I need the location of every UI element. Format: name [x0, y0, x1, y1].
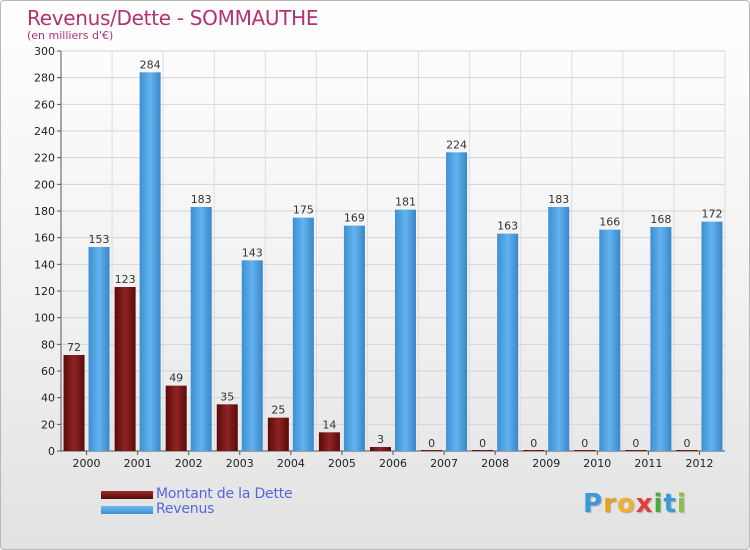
data-label-revenue: 183 — [548, 193, 569, 206]
data-label-revenue: 284 — [140, 58, 161, 71]
x-tick-label: 2010 — [583, 457, 611, 470]
x-tick-label: 2004 — [277, 457, 305, 470]
data-label-revenue: 143 — [242, 246, 263, 259]
data-label-debt: 123 — [115, 273, 136, 286]
bar-debt — [472, 450, 494, 451]
x-tick-label: 2009 — [532, 457, 560, 470]
data-label-debt: 49 — [169, 372, 183, 385]
y-tick-label: 300 — [34, 45, 55, 58]
y-tick-label: 260 — [34, 98, 55, 111]
data-label-debt: 25 — [271, 404, 285, 417]
x-tick-label: 2006 — [379, 457, 407, 470]
data-label-debt: 0 — [683, 437, 690, 450]
bar-debt — [114, 287, 136, 451]
data-label-revenue: 163 — [497, 220, 518, 233]
bar-debt — [574, 450, 596, 451]
logo-letter: x — [635, 489, 654, 519]
data-label-debt: 14 — [322, 418, 336, 431]
y-tick-label: 120 — [34, 285, 55, 298]
data-label-debt: 0 — [479, 437, 486, 450]
proxiti-logo: Proxiti — [583, 489, 687, 519]
bar-revenue — [343, 225, 365, 451]
bar-debt — [370, 447, 391, 451]
x-tick-label: 2012 — [685, 457, 713, 470]
bar-revenue — [548, 207, 570, 451]
bar-revenue — [241, 260, 263, 451]
bar-debt — [63, 355, 85, 451]
data-label-debt: 0 — [428, 437, 435, 450]
bar-revenue — [88, 247, 110, 451]
data-label-revenue: 175 — [293, 204, 314, 217]
data-label-debt: 0 — [530, 437, 537, 450]
legend-swatch-revenue — [101, 506, 153, 514]
bar-debt — [421, 450, 443, 451]
data-label-revenue: 183 — [191, 193, 212, 206]
y-tick-label: 140 — [34, 258, 55, 271]
data-label-revenue: 172 — [701, 208, 722, 221]
legend-label-revenue: Revenus — [156, 501, 215, 517]
data-label-revenue: 181 — [395, 196, 416, 209]
bar-revenue — [599, 229, 621, 451]
x-tick-label: 2001 — [124, 457, 152, 470]
bars — [63, 72, 723, 452]
bar-debt — [625, 450, 647, 451]
y-tick-label: 200 — [34, 178, 55, 191]
y-tick-label: 20 — [41, 418, 55, 431]
bar-revenue — [650, 227, 672, 451]
x-tick-label: 2011 — [634, 457, 662, 470]
data-label-debt: 72 — [67, 341, 81, 354]
data-label-revenue: 224 — [446, 138, 467, 151]
y-tick-label: 0 — [48, 445, 55, 458]
logo-letter: t — [663, 489, 677, 519]
x-tick-label: 2002 — [175, 457, 203, 470]
bar-debt — [165, 385, 187, 451]
labels: 0204060801001201401601802002202402602803… — [34, 45, 722, 470]
x-tick-label: 2000 — [73, 457, 101, 470]
x-tick-label: 2005 — [328, 457, 356, 470]
data-label-revenue: 153 — [89, 233, 110, 246]
logo-letter: P — [583, 489, 604, 519]
x-tick-label: 2003 — [226, 457, 254, 470]
x-tick-label: 2008 — [481, 457, 509, 470]
x-tick-label: 2007 — [430, 457, 458, 470]
y-tick-label: 160 — [34, 232, 55, 245]
y-tick-label: 280 — [34, 72, 55, 85]
y-tick-label: 60 — [41, 365, 55, 378]
bar-debt — [676, 450, 698, 451]
y-tick-label: 40 — [41, 392, 55, 405]
y-tick-label: 80 — [41, 338, 55, 351]
data-label-debt: 0 — [581, 437, 588, 450]
y-tick-label: 180 — [34, 205, 55, 218]
logo-letter: r — [603, 489, 617, 519]
y-tick-label: 240 — [34, 125, 55, 138]
y-tick-label: 100 — [34, 312, 55, 325]
bar-revenue — [497, 233, 519, 451]
y-tick-label: 220 — [34, 152, 55, 165]
data-label-debt: 3 — [377, 433, 384, 446]
chart-subtitle: (en milliers d'€) — [27, 29, 114, 42]
data-label-debt: 35 — [220, 390, 234, 403]
bar-revenue — [292, 217, 314, 451]
logo-letter: i — [676, 489, 687, 519]
bar-revenue — [139, 72, 161, 451]
bar-debt — [267, 417, 289, 451]
data-label-revenue: 169 — [344, 212, 365, 225]
logo-letter: i — [653, 489, 664, 519]
bar-revenue — [190, 207, 212, 451]
data-label-revenue: 168 — [650, 213, 671, 226]
bar-revenue — [446, 152, 468, 452]
data-label-debt: 0 — [632, 437, 639, 450]
legend-label-debt: Montant de la Dette — [156, 486, 293, 502]
bar-revenue — [701, 221, 723, 451]
bar-debt — [216, 404, 238, 451]
bar-debt — [523, 450, 545, 451]
bar-debt — [318, 432, 340, 451]
legend-swatch-debt — [101, 491, 153, 499]
logo-letter: o — [616, 489, 636, 519]
chart-title: Revenus/Dette - SOMMAUTHE — [27, 6, 319, 30]
bar-revenue — [395, 209, 416, 451]
data-label-revenue: 166 — [599, 216, 620, 229]
